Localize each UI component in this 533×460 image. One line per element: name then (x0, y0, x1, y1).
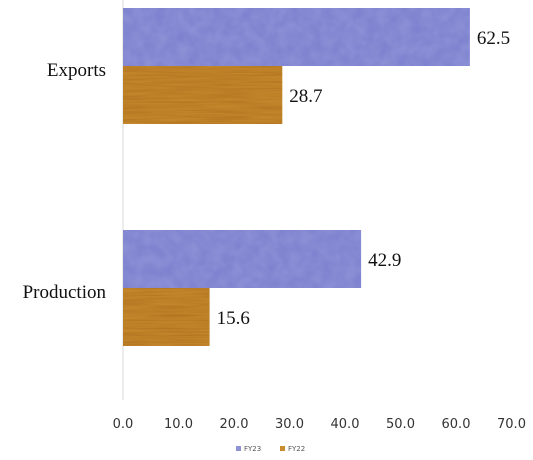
x-tick-label: 50.0 (386, 417, 415, 432)
bar-fy23-production (123, 230, 362, 288)
category-label: Production (23, 282, 107, 303)
x-tick-label: 60.0 (442, 417, 471, 432)
data-label: 28.7 (289, 86, 322, 107)
x-tick-label: 70.0 (497, 417, 526, 432)
data-label: 15.6 (217, 308, 250, 329)
bar-fy22-exports (123, 66, 283, 124)
bar-fy22-production (123, 288, 210, 346)
x-tick-label: 40.0 (331, 417, 360, 432)
legend-label: FY23 (244, 445, 261, 453)
legend-swatch (236, 446, 241, 451)
data-label: 42.9 (368, 250, 401, 271)
x-tick-label: 30.0 (275, 417, 304, 432)
bar-fy23-exports (123, 8, 470, 66)
legend-label: FY22 (288, 445, 305, 453)
x-tick-label: 20.0 (220, 417, 249, 432)
x-tick-label: 10.0 (164, 417, 193, 432)
legend-swatch (280, 446, 285, 451)
x-tick-label: 0.0 (113, 417, 134, 432)
data-label: 62.5 (477, 28, 510, 49)
category-label: Exports (47, 60, 106, 81)
